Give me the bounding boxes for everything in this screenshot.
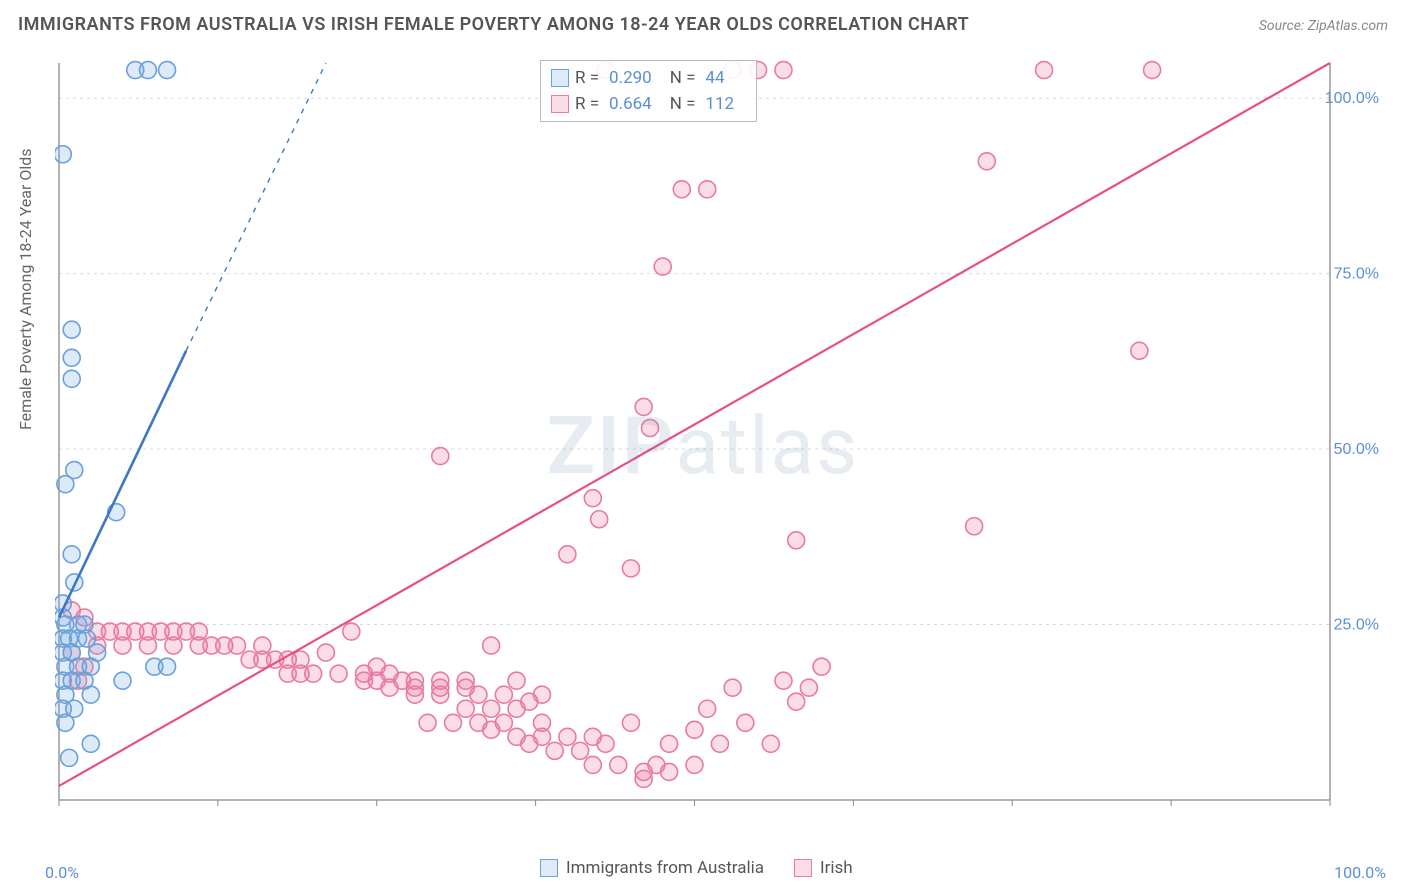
- legend-label-a: Immigrants from Australia: [566, 858, 764, 878]
- legend-item-b: Irish: [794, 858, 853, 878]
- x-axis-100-label: 100.0%: [1334, 863, 1386, 882]
- svg-text:75.0%: 75.0%: [1334, 266, 1379, 283]
- y-axis-label: Female Poverty Among 18-24 Year Olds: [16, 148, 35, 430]
- scatter-plot: 25.0% 50.0% 75.0% 100.0%: [55, 55, 1385, 820]
- swatch-b-icon: [794, 859, 812, 877]
- stats-legend: R = 0.290 N = 44 R = 0.664 N = 112: [540, 60, 757, 122]
- swatch-b-icon: [551, 95, 569, 113]
- swatch-a-icon: [551, 69, 569, 87]
- chart-title: IMMIGRANTS FROM AUSTRALIA VS IRISH FEMAL…: [18, 14, 969, 35]
- x-axis-0-label: 0.0%: [45, 863, 79, 882]
- chart-svg: 25.0% 50.0% 75.0% 100.0%: [55, 55, 1385, 820]
- bottom-legend: Immigrants from Australia Irish: [540, 858, 853, 878]
- svg-text:25.0%: 25.0%: [1334, 617, 1379, 634]
- svg-text:50.0%: 50.0%: [1334, 441, 1379, 458]
- legend-item-a: Immigrants from Australia: [540, 858, 764, 878]
- stats-row-b: R = 0.664 N = 112: [551, 91, 746, 117]
- svg-text:100.0%: 100.0%: [1325, 90, 1379, 107]
- stats-row-a: R = 0.290 N = 44: [551, 65, 746, 91]
- legend-label-b: Irish: [820, 858, 853, 878]
- swatch-a-icon: [540, 859, 558, 877]
- source-label: Source: ZipAtlas.com: [1259, 18, 1388, 34]
